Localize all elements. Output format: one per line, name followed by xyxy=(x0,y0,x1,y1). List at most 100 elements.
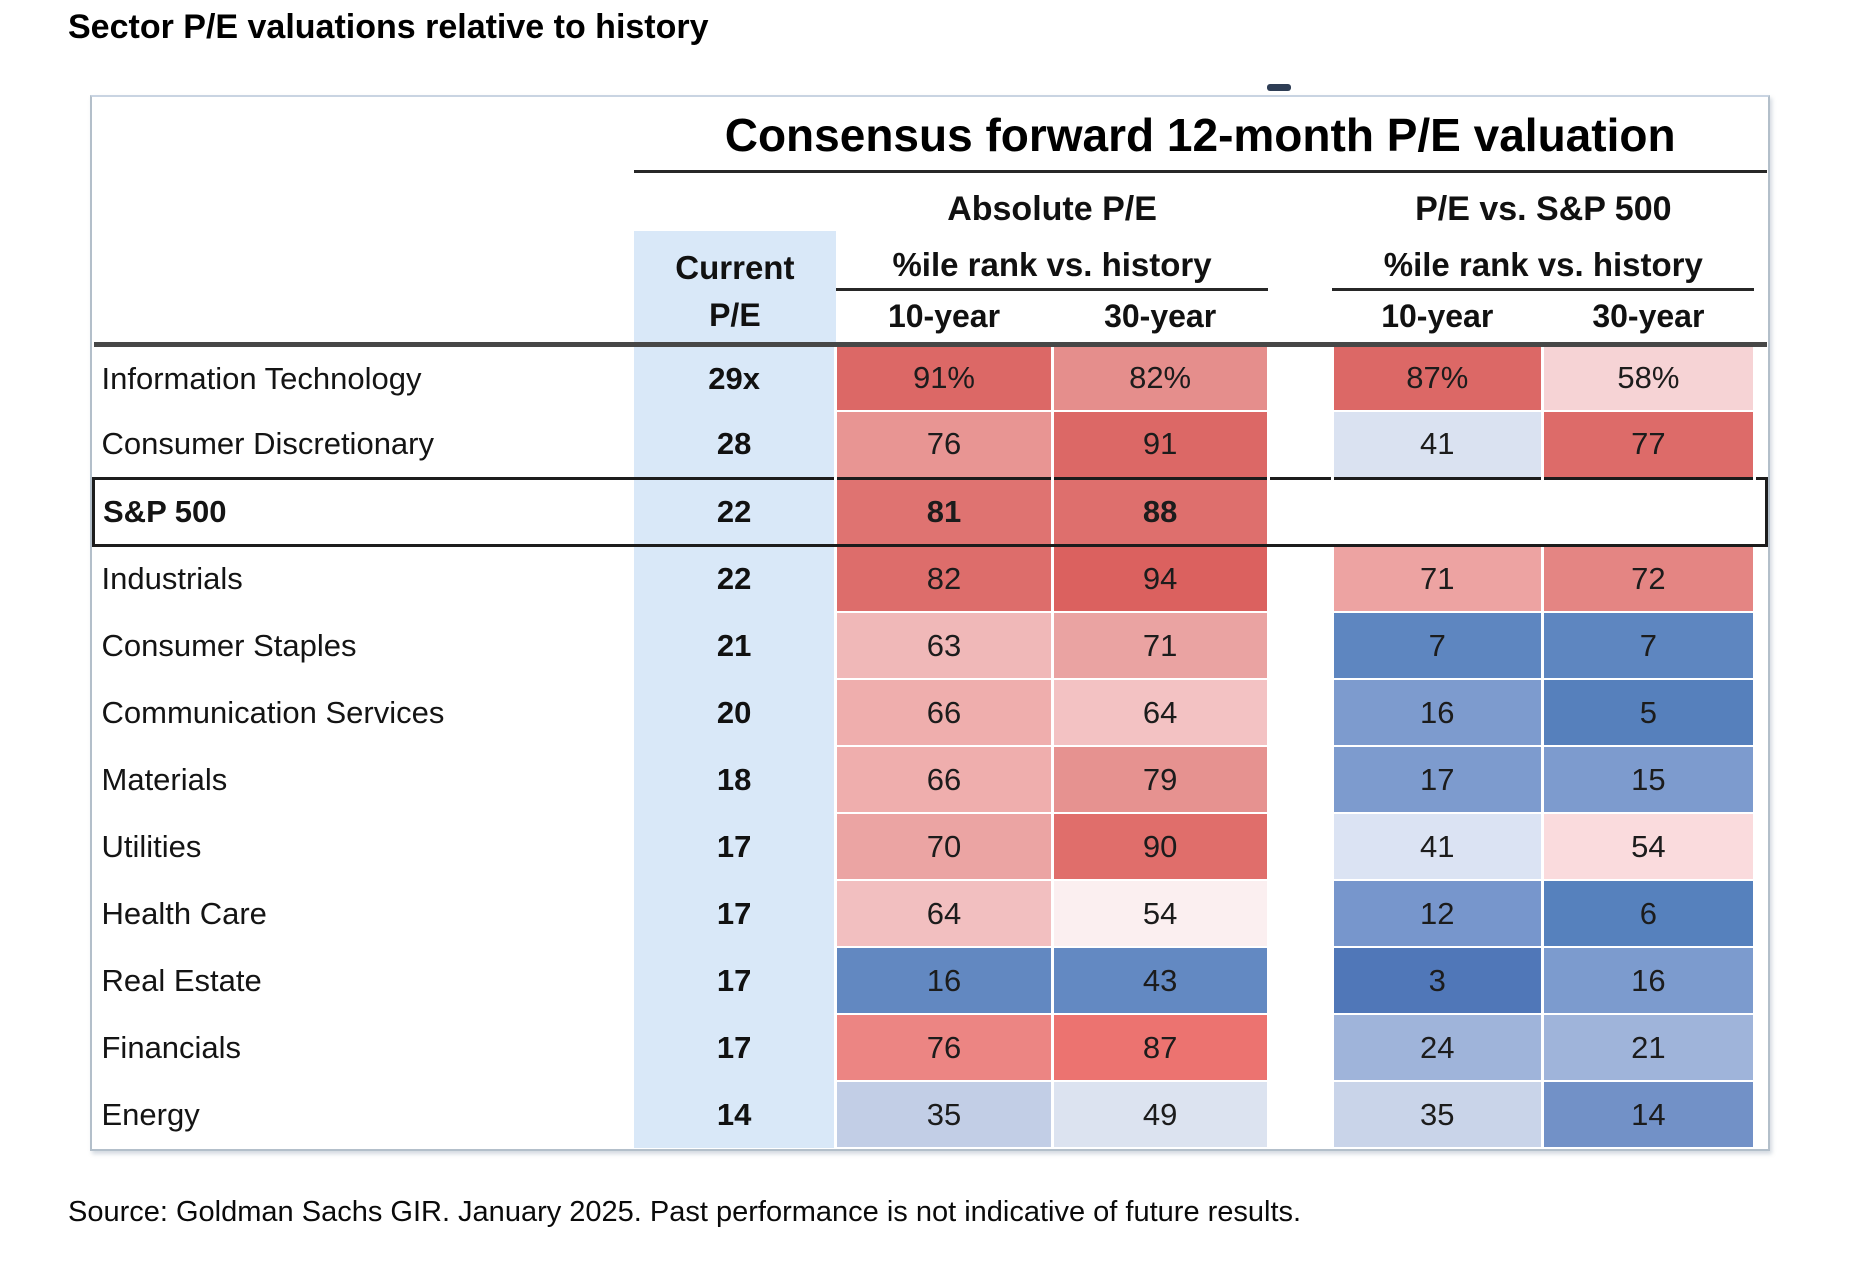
current-pe-cell: 22 xyxy=(633,545,836,612)
percentile-cell: 76 xyxy=(834,410,1054,479)
column-gap xyxy=(1268,344,1332,411)
subheader-row: Current %ile rank vs. history %ile rank … xyxy=(94,231,1767,291)
sector-label: S&P 500 xyxy=(91,476,634,547)
percentile-cell: 94 xyxy=(1050,544,1270,613)
table-row: Information Technology 29x 91% 82% 87% 5… xyxy=(94,343,1767,412)
percentile-cell: 54 xyxy=(1540,812,1756,881)
column-gap xyxy=(1268,231,1332,289)
col-header-rel-30y: 30-year xyxy=(1542,289,1755,347)
percentile-cell: 3 xyxy=(1330,946,1544,1015)
percentile-cell: 64 xyxy=(1050,678,1270,747)
current-pe-cell: 29x xyxy=(633,344,836,411)
percentile-cell: 72 xyxy=(1540,544,1756,613)
current-pe-cell: 18 xyxy=(633,746,836,813)
percentile-cell: 7 xyxy=(1330,611,1544,680)
percentile-cell: 82 xyxy=(834,544,1054,613)
percentile-cell: 21 xyxy=(1540,1013,1756,1082)
current-pe-cell: 28 xyxy=(633,411,836,478)
col-header-abs-10y: 10-year xyxy=(835,289,1053,347)
sector-label: Information Technology xyxy=(101,360,422,396)
current-pe-cell: 22 xyxy=(633,476,836,547)
percentile-cell: 14 xyxy=(1540,1080,1756,1149)
percentile-cell: 17 xyxy=(1330,745,1544,814)
table-row: S&P 500 22 81 88 xyxy=(91,476,1769,547)
percentile-cell: 58% xyxy=(1540,343,1756,412)
empty-corner xyxy=(94,97,634,171)
column-gap xyxy=(1268,679,1332,746)
percentile-cell: 82% xyxy=(1050,343,1270,412)
current-pe-cell: 21 xyxy=(633,612,836,679)
sector-label: Real Estate xyxy=(101,962,262,998)
table-body: Information Technology 29x 91% 82% 87% 5… xyxy=(91,343,1769,1149)
percentile-cell: 87 xyxy=(1050,1013,1270,1082)
source-note: Source: Goldman Sachs GIR. January 2025.… xyxy=(68,1196,1302,1228)
column-gap xyxy=(1268,1081,1332,1148)
percentile-cell: 49 xyxy=(1050,1080,1270,1149)
current-pe-cell: 20 xyxy=(633,679,836,746)
col-header-abs-30y: 30-year xyxy=(1052,289,1269,347)
table-row: Financials 17 76 87 24 21 xyxy=(94,1013,1767,1082)
group-header-row: Absolute P/E P/E vs. S&P 500 xyxy=(94,171,1767,231)
main-header: Consensus forward 12-month P/E valuation xyxy=(633,97,1767,173)
percentile-cell: 16 xyxy=(834,946,1054,1015)
percentile-cell: 63 xyxy=(834,611,1054,680)
percentile-cell: 54 xyxy=(1050,879,1270,948)
edge-spacer xyxy=(1754,679,1766,746)
column-gap xyxy=(1268,746,1332,813)
screenshot-dash-artifact xyxy=(1267,84,1291,91)
sector-label: Industrials xyxy=(101,561,243,597)
sector-label: Financials xyxy=(101,1029,242,1065)
percentile-cell: 70 xyxy=(834,812,1054,881)
edge-spacer xyxy=(1754,411,1766,478)
sector-label: Consumer Staples xyxy=(101,627,357,663)
current-pe-cell: 17 xyxy=(633,813,836,880)
column-gap xyxy=(1268,947,1332,1014)
percentile-cell: 91% xyxy=(834,343,1054,412)
percentile-cell: 90 xyxy=(1050,812,1270,881)
edge-spacer xyxy=(1754,947,1766,1014)
table-row: Health Care 17 64 54 12 6 xyxy=(94,879,1767,948)
percentile-cell: 71 xyxy=(1050,611,1270,680)
table-row: Real Estate 17 16 43 3 16 xyxy=(94,946,1767,1015)
percentile-cell: 71 xyxy=(1330,544,1544,613)
percentile-cell: 7 xyxy=(1540,611,1756,680)
percentile-cell: 66 xyxy=(834,678,1054,747)
column-gap xyxy=(1268,612,1332,679)
pe-valuation-table: Consensus forward 12-month P/E valuation… xyxy=(90,95,1770,1151)
current-pe-cell: 17 xyxy=(633,1014,836,1081)
edge-spacer xyxy=(1754,344,1766,411)
table-row: Consumer Discretionary 28 76 91 41 77 xyxy=(94,410,1767,479)
column-gap xyxy=(1268,476,1333,547)
percentile-subheader-absolute: %ile rank vs. history xyxy=(835,231,1269,291)
sector-label: Consumer Discretionary xyxy=(101,425,435,461)
edge-spacer xyxy=(1754,880,1766,947)
sector-label: Energy xyxy=(101,1096,200,1132)
current-pe-cell: 17 xyxy=(633,880,836,947)
table-row: Communication Services 20 66 64 16 5 xyxy=(94,678,1767,747)
table-header: Consensus forward 12-month P/E valuation… xyxy=(93,97,1767,347)
percentile-cell: 16 xyxy=(1540,946,1756,1015)
percentile-cell: 88 xyxy=(1050,476,1270,547)
group-header-relative: P/E vs. S&P 500 xyxy=(1415,190,1672,228)
column-gap xyxy=(1268,545,1332,612)
percentile-cell: 12 xyxy=(1330,879,1544,948)
column-gap xyxy=(1268,813,1332,880)
current-header-line1: Current xyxy=(633,231,836,289)
col-header-rel-10y: 10-year xyxy=(1332,289,1543,347)
percentile-subheader-relative: %ile rank vs. history xyxy=(1332,231,1755,291)
column-gap xyxy=(1268,1014,1332,1081)
percentile-cell: 41 xyxy=(1330,410,1544,479)
current-pe-cell: 14 xyxy=(633,1081,836,1148)
sector-label: Utilities xyxy=(101,828,202,864)
group-header-absolute: Absolute P/E xyxy=(947,190,1157,228)
percentile-cell: 64 xyxy=(834,879,1054,948)
edge-spacer xyxy=(1754,746,1766,813)
percentile-cell: 15 xyxy=(1540,745,1756,814)
page-title: Sector P/E valuations relative to histor… xyxy=(68,8,709,46)
percentile-cell: 41 xyxy=(1330,812,1544,881)
edge-spacer xyxy=(1754,476,1769,547)
current-pe-cell: 17 xyxy=(633,947,836,1014)
table-row: Industrials 22 82 94 71 72 xyxy=(94,544,1767,613)
table-row: Consumer Staples 21 63 71 7 7 xyxy=(94,611,1767,680)
edge-spacer xyxy=(1754,813,1766,880)
